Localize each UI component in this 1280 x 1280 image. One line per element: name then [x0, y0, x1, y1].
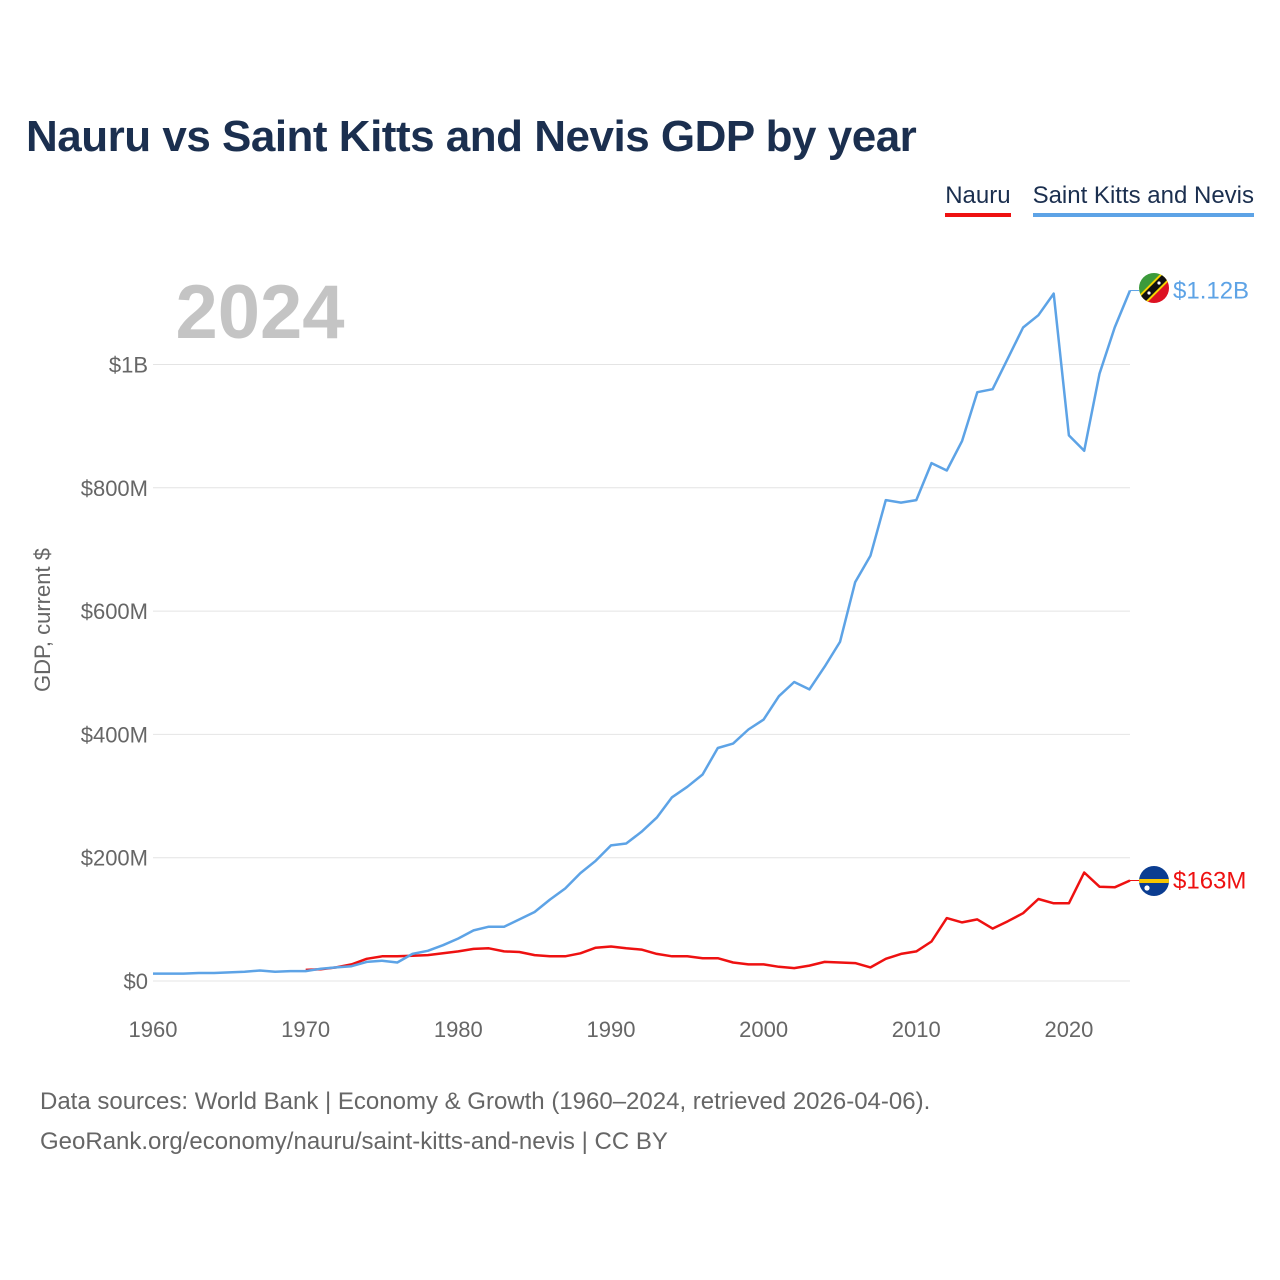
x-tick-label: 1990	[586, 1017, 635, 1042]
saint-kitts-and-nevis-flag-icon	[1139, 273, 1169, 303]
legend-item-nauru[interactable]: Nauru	[945, 182, 1011, 217]
gridlines	[153, 364, 1130, 982]
end-value-label-saint-kitts-and-nevis: $1.12B	[1173, 278, 1249, 305]
x-tick-label: 1960	[129, 1017, 178, 1042]
chart-title: Nauru vs Saint Kitts and Nevis GDP by ye…	[26, 112, 917, 161]
source-line-1: Data sources: World Bank | Economy & Gro…	[40, 1088, 931, 1115]
y-axis-ticks: $0 $200M $400M $600M $800M $1B	[81, 353, 148, 995]
y-tick-label: $200M	[81, 846, 148, 871]
y-axis-label: GDP, current $	[30, 548, 55, 692]
y-tick-label: $800M	[81, 476, 148, 501]
series-line-nauru	[305, 871, 1131, 972]
year-label: 2024	[175, 270, 344, 355]
x-tick-label: 2000	[739, 1017, 788, 1042]
legend: Nauru Saint Kitts and Nevis	[945, 182, 1254, 217]
y-tick-label: $600M	[81, 599, 148, 624]
end-value-label-nauru: $163M	[1173, 868, 1246, 895]
series-line-saint-kitts-and-nevis	[153, 290, 1132, 975]
y-tick-label: $0	[124, 969, 148, 994]
y-tick-label: $400M	[81, 722, 148, 747]
end-labels: $163M $1.12B	[1173, 278, 1249, 895]
data-source-note: Data sources: World Bank | Economy & Gro…	[40, 1082, 930, 1162]
end-markers	[1139, 273, 1169, 896]
legend-item-saint-kitts-and-nevis[interactable]: Saint Kitts and Nevis	[1032, 182, 1254, 217]
source-line-2[interactable]: GeoRank.org/economy/nauru/saint-kitts-an…	[40, 1128, 668, 1155]
x-axis-ticks: 1960 1970 1980 1990 2000 2010 2020	[129, 1017, 1094, 1042]
x-tick-label: 1970	[281, 1017, 330, 1042]
series-lines	[153, 290, 1139, 975]
x-tick-label: 2010	[892, 1017, 941, 1042]
x-tick-label: 2020	[1044, 1017, 1093, 1042]
nauru-flag-icon	[1139, 866, 1169, 896]
y-tick-label: $1B	[109, 353, 148, 378]
x-tick-label: 1980	[434, 1017, 483, 1042]
